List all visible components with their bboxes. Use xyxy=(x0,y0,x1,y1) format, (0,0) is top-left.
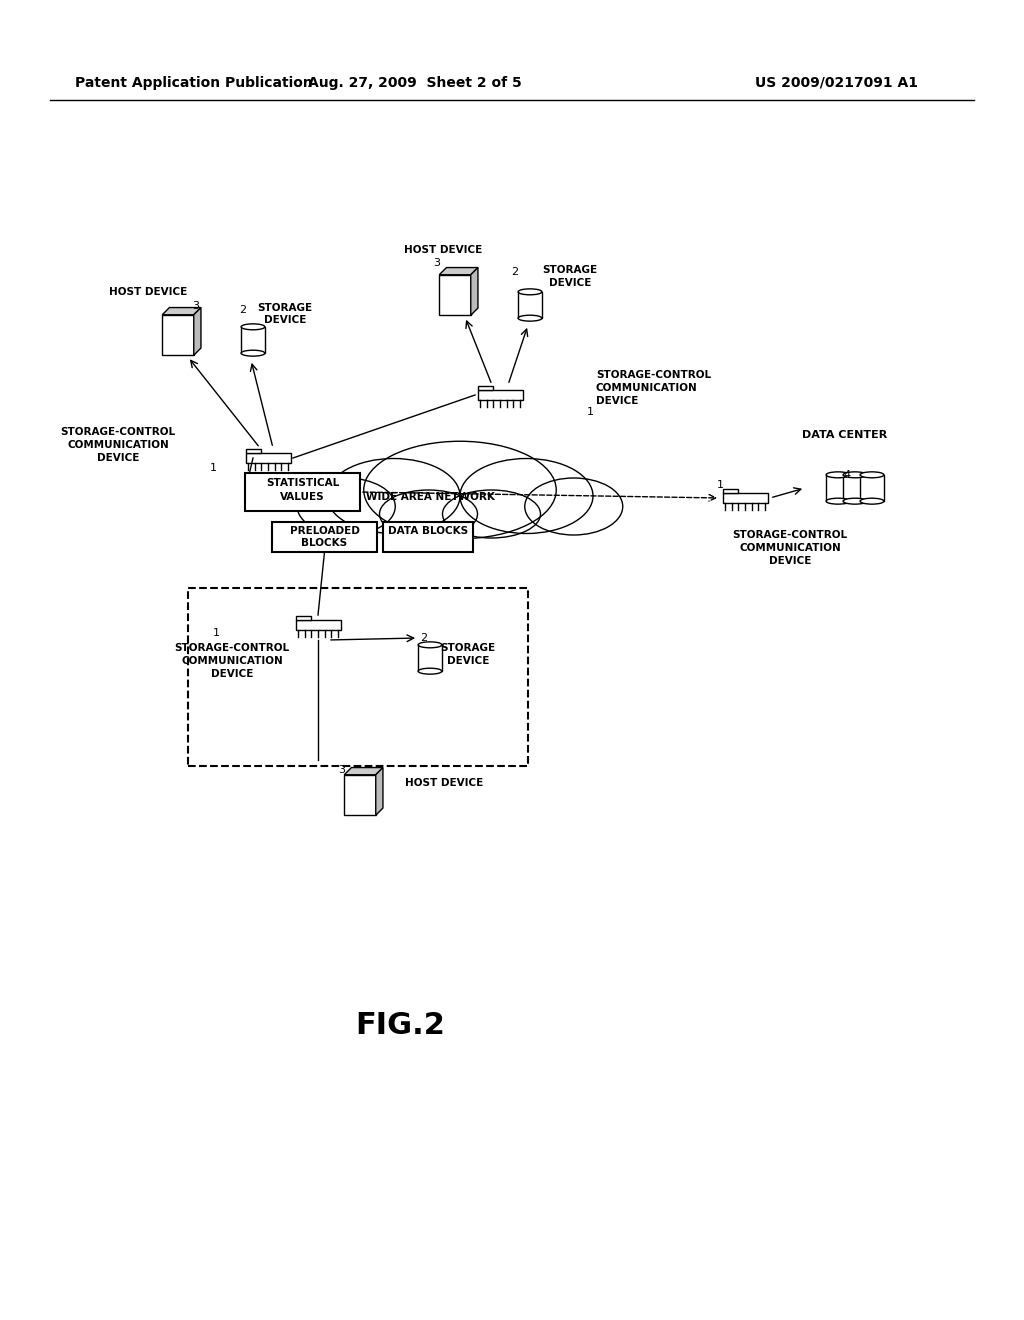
Text: PRELOADED: PRELOADED xyxy=(290,525,359,536)
Ellipse shape xyxy=(860,498,884,504)
Ellipse shape xyxy=(843,498,867,504)
Text: 3: 3 xyxy=(433,257,440,268)
Text: COMMUNICATION: COMMUNICATION xyxy=(181,656,283,667)
Text: Aug. 27, 2009  Sheet 2 of 5: Aug. 27, 2009 Sheet 2 of 5 xyxy=(308,77,522,90)
Bar xyxy=(723,492,768,503)
Text: 2: 2 xyxy=(420,634,427,643)
Bar xyxy=(296,616,310,619)
Ellipse shape xyxy=(297,478,395,535)
Ellipse shape xyxy=(460,458,593,533)
Text: BLOCKS: BLOCKS xyxy=(301,539,347,548)
Text: FIG.2: FIG.2 xyxy=(355,1011,445,1040)
Text: 1: 1 xyxy=(587,407,594,417)
Ellipse shape xyxy=(826,498,850,504)
Polygon shape xyxy=(344,767,383,775)
Bar xyxy=(439,275,471,315)
Text: HOST DEVICE: HOST DEVICE xyxy=(109,286,187,297)
Ellipse shape xyxy=(860,471,884,478)
Bar xyxy=(188,587,528,766)
Bar xyxy=(843,475,867,502)
Text: STORAGE-CONTROL: STORAGE-CONTROL xyxy=(596,370,711,380)
Text: COMMUNICATION: COMMUNICATION xyxy=(68,440,169,450)
Text: STORAGE: STORAGE xyxy=(440,643,496,653)
Ellipse shape xyxy=(380,490,477,539)
Bar xyxy=(723,488,737,492)
Bar xyxy=(246,453,291,463)
Ellipse shape xyxy=(518,315,542,321)
Ellipse shape xyxy=(826,471,850,478)
Text: DEVICE: DEVICE xyxy=(211,669,253,678)
Ellipse shape xyxy=(418,668,442,675)
Text: 3: 3 xyxy=(193,301,200,312)
Text: COMMUNICATION: COMMUNICATION xyxy=(739,543,841,553)
Ellipse shape xyxy=(241,350,265,356)
Text: STORAGE: STORAGE xyxy=(257,304,312,313)
Ellipse shape xyxy=(524,478,623,535)
Text: COMMUNICATION: COMMUNICATION xyxy=(596,383,697,393)
Text: STORAGE-CONTROL: STORAGE-CONTROL xyxy=(174,643,290,653)
Text: DEVICE: DEVICE xyxy=(97,453,139,463)
Bar xyxy=(518,292,542,318)
Text: 4: 4 xyxy=(843,470,850,480)
Ellipse shape xyxy=(418,642,442,648)
Bar xyxy=(162,314,194,355)
Text: WIDE AREA NETWORK: WIDE AREA NETWORK xyxy=(366,492,495,502)
Polygon shape xyxy=(439,268,478,275)
Text: HOST DEVICE: HOST DEVICE xyxy=(406,777,483,788)
Text: STORAGE: STORAGE xyxy=(543,265,598,275)
Text: DEVICE: DEVICE xyxy=(446,656,489,667)
Text: STATISTICAL: STATISTICAL xyxy=(266,478,339,488)
Bar xyxy=(418,645,442,671)
Ellipse shape xyxy=(327,458,460,533)
Bar xyxy=(241,327,265,354)
Bar xyxy=(826,475,850,502)
Text: DEVICE: DEVICE xyxy=(549,279,591,288)
Bar xyxy=(246,449,260,453)
Text: 1: 1 xyxy=(717,480,724,490)
Bar xyxy=(477,385,493,389)
Text: 1: 1 xyxy=(213,628,219,638)
Text: US 2009/0217091 A1: US 2009/0217091 A1 xyxy=(755,77,918,90)
Text: VALUES: VALUES xyxy=(281,492,325,502)
Bar xyxy=(860,475,884,502)
Polygon shape xyxy=(194,308,201,355)
Text: DATA BLOCKS: DATA BLOCKS xyxy=(388,525,468,536)
Ellipse shape xyxy=(442,490,541,539)
Text: DEVICE: DEVICE xyxy=(596,396,638,407)
Ellipse shape xyxy=(241,323,265,330)
Text: DATA CENTER: DATA CENTER xyxy=(803,430,888,440)
Bar xyxy=(296,619,341,631)
Polygon shape xyxy=(471,268,478,315)
Text: STORAGE-CONTROL: STORAGE-CONTROL xyxy=(732,531,848,540)
Polygon shape xyxy=(376,767,383,816)
Text: 1: 1 xyxy=(210,463,216,473)
Text: STORAGE-CONTROL: STORAGE-CONTROL xyxy=(60,426,175,437)
Bar xyxy=(344,775,376,816)
Bar xyxy=(477,389,522,400)
Text: DEVICE: DEVICE xyxy=(264,315,306,325)
Text: 3: 3 xyxy=(338,766,345,775)
Bar xyxy=(383,521,473,552)
Ellipse shape xyxy=(518,289,542,294)
Text: HOST DEVICE: HOST DEVICE xyxy=(403,246,482,255)
Text: Patent Application Publication: Patent Application Publication xyxy=(75,77,312,90)
Ellipse shape xyxy=(843,471,867,478)
Ellipse shape xyxy=(364,441,556,539)
Text: 2: 2 xyxy=(511,267,518,277)
Text: 2: 2 xyxy=(240,305,247,315)
Bar xyxy=(245,473,360,511)
Polygon shape xyxy=(162,308,201,314)
Text: DEVICE: DEVICE xyxy=(769,556,811,566)
Bar xyxy=(272,521,377,552)
